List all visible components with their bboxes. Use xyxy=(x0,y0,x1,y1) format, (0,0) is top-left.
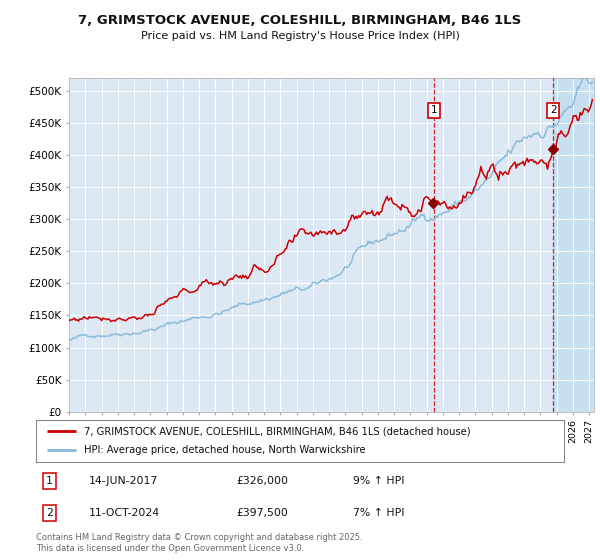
Text: 9% ↑ HPI: 9% ↑ HPI xyxy=(353,476,404,486)
Text: £397,500: £397,500 xyxy=(236,508,289,518)
Text: 14-JUN-2017: 14-JUN-2017 xyxy=(89,476,158,486)
Text: 7, GRIMSTOCK AVENUE, COLESHILL, BIRMINGHAM, B46 1LS (detached house): 7, GRIMSTOCK AVENUE, COLESHILL, BIRMINGH… xyxy=(83,426,470,436)
Text: 7% ↑ HPI: 7% ↑ HPI xyxy=(353,508,404,518)
Text: £326,000: £326,000 xyxy=(236,476,289,486)
Text: Price paid vs. HM Land Registry's House Price Index (HPI): Price paid vs. HM Land Registry's House … xyxy=(140,31,460,41)
Text: 2: 2 xyxy=(46,508,53,518)
Text: 1: 1 xyxy=(46,476,53,486)
Text: 2: 2 xyxy=(550,105,557,115)
Text: Contains HM Land Registry data © Crown copyright and database right 2025.
This d: Contains HM Land Registry data © Crown c… xyxy=(36,533,362,553)
Text: HPI: Average price, detached house, North Warwickshire: HPI: Average price, detached house, Nort… xyxy=(83,445,365,455)
Bar xyxy=(553,78,600,412)
Bar xyxy=(553,78,600,412)
Text: 11-OCT-2024: 11-OCT-2024 xyxy=(89,508,160,518)
Text: 7, GRIMSTOCK AVENUE, COLESHILL, BIRMINGHAM, B46 1LS: 7, GRIMSTOCK AVENUE, COLESHILL, BIRMINGH… xyxy=(79,14,521,27)
Text: 1: 1 xyxy=(431,105,437,115)
